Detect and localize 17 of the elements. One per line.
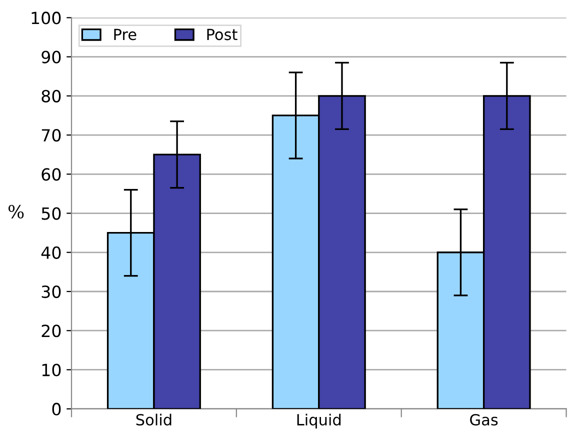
y-tick-label: 40 xyxy=(41,246,61,259)
y-tick-label: 80 xyxy=(42,90,61,102)
y-axis-title: % xyxy=(8,204,24,219)
x-tick-label: Gas xyxy=(470,414,498,426)
x-tick-label: Solid xyxy=(136,414,172,426)
y-tick-label: 50 xyxy=(42,207,61,220)
legend-label: Post xyxy=(207,28,238,40)
y-tick-label: 60 xyxy=(42,168,61,181)
y-tick-label: 20 xyxy=(42,324,61,338)
x-tick-label: Liquid xyxy=(297,414,341,428)
legend-label: Pre xyxy=(114,28,136,40)
y-tick-label: 30 xyxy=(42,285,61,298)
y-tick-label: 0 xyxy=(52,402,61,416)
y-tick-label: 90 xyxy=(42,50,61,64)
y-tick-label: 10 xyxy=(42,364,61,376)
y-tick-label: 100 xyxy=(32,12,61,24)
y-tick-label: 70 xyxy=(42,128,61,142)
